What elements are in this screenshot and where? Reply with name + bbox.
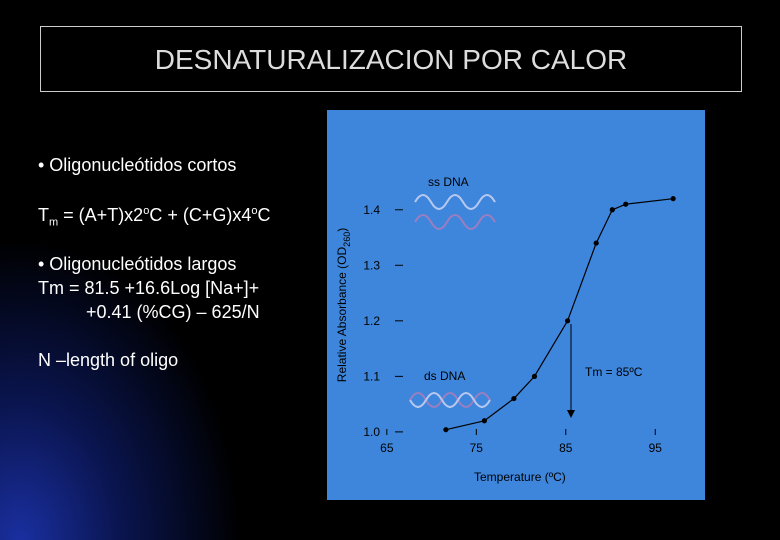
data-point	[670, 196, 676, 202]
data-point	[564, 318, 571, 324]
annotation: ss DNA	[428, 175, 469, 189]
text: m	[49, 216, 59, 229]
text: Relative Absorbance (OD	[335, 246, 349, 382]
text: )	[335, 228, 349, 232]
data-point	[481, 418, 487, 424]
helix-drawings	[409, 194, 496, 408]
formula: Tm = 81.5 +16.6Log [Na+]+	[38, 278, 260, 298]
formula: +0.41 (%CG) – 625/N	[86, 302, 260, 322]
formula: Tm = (A+T)x2oC + (C+G)x4oC	[38, 205, 270, 229]
x-tick-label: 85	[559, 441, 573, 455]
x-axis-label: Temperature (ºC)	[474, 470, 566, 484]
text: T	[38, 205, 49, 225]
data-point	[609, 207, 615, 213]
y-tick-label: 1.2	[363, 314, 380, 328]
text: o	[143, 205, 150, 217]
x-tick-label: 65	[380, 441, 394, 455]
annotation: Tm = 85ºC	[585, 365, 643, 379]
data-point	[531, 373, 538, 379]
data-point	[623, 201, 629, 207]
annotation: ds DNA	[424, 369, 465, 383]
data-point	[443, 427, 449, 433]
text: 260	[342, 232, 352, 247]
note: N –length of oligo	[38, 350, 179, 370]
bullet: • Oligonucleótidos cortos	[38, 155, 237, 175]
y-tick-label: 1.4	[363, 203, 380, 217]
y-tick-label: 1.1	[363, 369, 380, 383]
data-point	[593, 240, 599, 246]
tm-arrowhead	[567, 410, 575, 418]
text: C	[257, 205, 271, 225]
x-tick-label: 95	[649, 441, 663, 455]
chart-panel	[327, 110, 705, 500]
x-tick-label: 75	[470, 441, 484, 455]
text: o	[251, 205, 258, 217]
y-tick-label: 1.3	[363, 258, 380, 272]
data-point	[511, 395, 517, 402]
slide-title: DESNATURALIZACION POR CALOR	[40, 26, 742, 92]
y-tick-label: 1.0	[363, 425, 380, 439]
text: = (A+T)x2	[58, 205, 144, 225]
bullet: • Oligonucleótidos largos	[38, 254, 237, 274]
text: C + (C+G)x4	[149, 205, 252, 225]
y-axis-label: Relative Absorbance (OD260)	[335, 228, 352, 382]
